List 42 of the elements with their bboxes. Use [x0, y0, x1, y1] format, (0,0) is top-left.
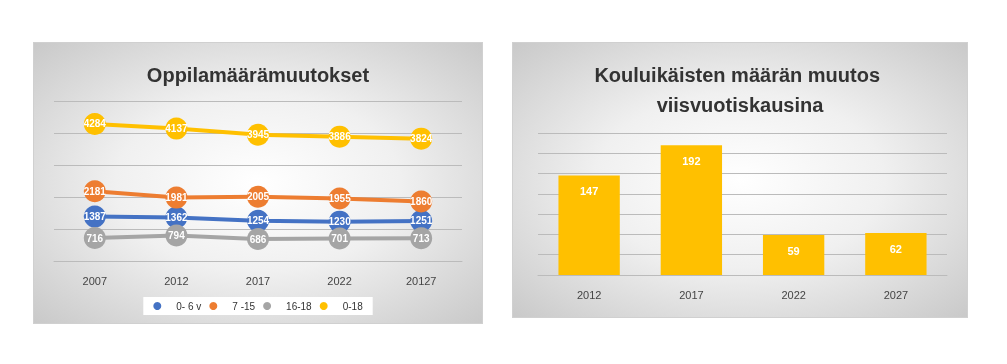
- chart-title: Kouluikäisten määrän muutos viisvuotiskausina: [594, 64, 886, 116]
- legend-label: 16-18: [286, 300, 313, 312]
- data-label: 4284: [83, 118, 107, 130]
- data-label: 686: [249, 233, 267, 245]
- x-tick-label: 2027: [883, 288, 909, 301]
- x-tick-label: 2007: [82, 274, 108, 287]
- data-label: 147: [579, 185, 599, 198]
- data-label: 713: [412, 232, 430, 244]
- x-tick-label: 2022: [781, 288, 806, 301]
- x-tick-label: 2017: [679, 288, 704, 301]
- data-label: 4137: [165, 123, 188, 135]
- data-label: 1230: [328, 216, 352, 228]
- data-label: 1387: [83, 211, 107, 223]
- data-label: 716: [86, 232, 104, 244]
- bar: [558, 175, 620, 275]
- bar: [865, 233, 927, 275]
- data-label: 59: [787, 244, 800, 257]
- x-tick-label: 2022: [327, 274, 352, 287]
- data-label: 2005: [246, 191, 270, 203]
- data-label: 1955: [328, 192, 352, 204]
- data-label: 701: [331, 233, 349, 245]
- data-label: 1254: [246, 215, 270, 227]
- data-label: 1362: [165, 211, 188, 223]
- data-label: 1981: [165, 192, 188, 204]
- data-label: 62: [889, 242, 902, 255]
- x-tick-label: 20127: [405, 274, 437, 287]
- bar: [762, 235, 825, 275]
- x-tick-label: 2017: [245, 274, 271, 287]
- data-label: 1251: [410, 215, 433, 227]
- x-tick-label: 2012: [576, 288, 602, 301]
- data-label: 3886: [328, 131, 352, 143]
- data-label: 794: [168, 230, 186, 242]
- chart-title: Oppilamäärämuutokset: [146, 64, 370, 86]
- legend-label: 7 -15: [232, 300, 256, 312]
- legend-label: 0- 6 v: [176, 300, 202, 312]
- data-label: 2181: [83, 185, 107, 197]
- data-label: 1860: [410, 195, 433, 207]
- bar: [660, 145, 723, 275]
- x-tick-label: 2012: [164, 274, 189, 287]
- legend-label: 0-18: [342, 300, 364, 312]
- data-label: 192: [682, 154, 701, 167]
- data-label: 3945: [246, 129, 270, 141]
